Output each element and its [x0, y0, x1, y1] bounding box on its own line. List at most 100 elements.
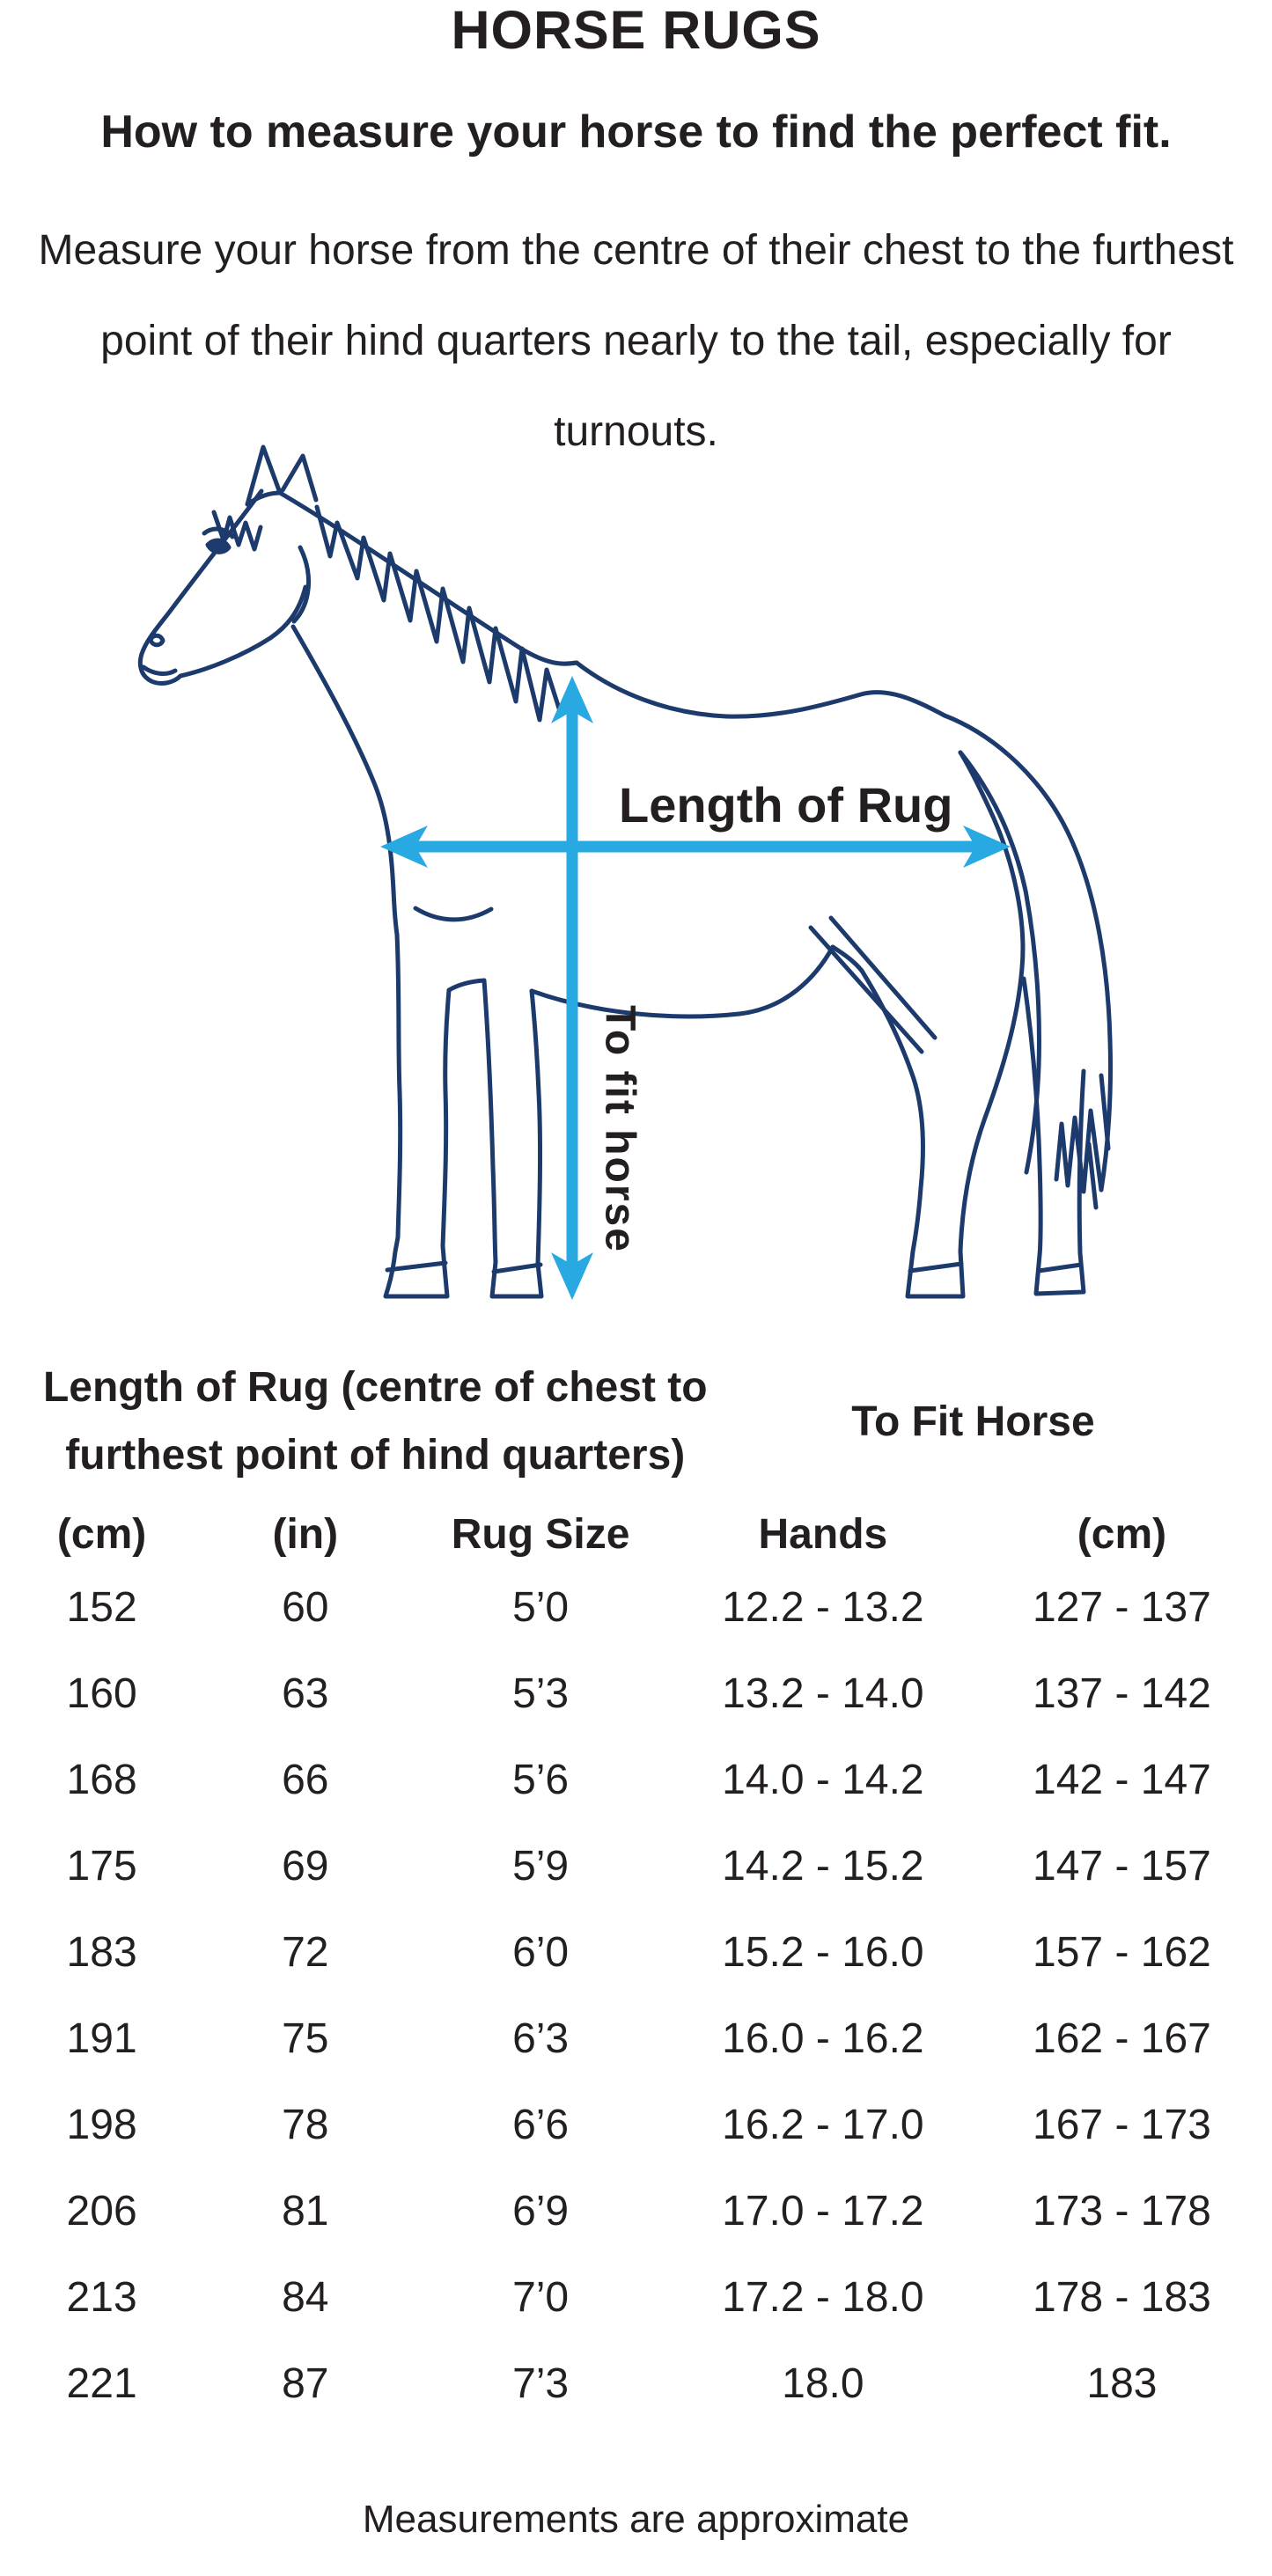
- cell-length-cm: 221: [66, 2360, 137, 2407]
- cell-length-cm: 198: [66, 2102, 137, 2148]
- cell-rug-size: 6’0: [512, 1929, 570, 1976]
- cell-length-cm: 191: [66, 2015, 137, 2062]
- horse-front-coronet-far: [491, 1262, 543, 1274]
- horse-hind-coronet-near: [908, 1261, 964, 1273]
- horse-back: [574, 660, 947, 719]
- horse-front-leg-far: [482, 978, 544, 1299]
- cell-rug-size: 5’9: [512, 1843, 570, 1890]
- horse-diagram-svg: [137, 444, 1113, 1300]
- cell-length-cm: 175: [66, 1843, 137, 1890]
- cell-hands: 18.0: [782, 2360, 864, 2407]
- column-header-hands: Hands: [758, 1511, 888, 1558]
- horse-pectoral-line: [413, 906, 494, 922]
- cell-fit-cm: 183: [1086, 2360, 1158, 2407]
- horse-jowl: [291, 545, 311, 624]
- cell-length-in: 69: [282, 1843, 329, 1890]
- page-title: HORSE RUGS: [451, 0, 821, 60]
- cell-length-cm: 183: [66, 1929, 137, 1976]
- cell-length-in: 63: [282, 1670, 329, 1717]
- horse-ear-back: [280, 453, 319, 503]
- horse-mane: [314, 504, 562, 723]
- cell-length-in: 87: [282, 2360, 329, 2407]
- table-row: 213 84 7’0 17.2 - 18.0 178 - 183: [0, 2255, 1272, 2341]
- cell-hands: 17.0 - 17.2: [722, 2188, 924, 2235]
- cell-fit-cm: 162 - 167: [1033, 2015, 1211, 2062]
- cell-rug-size: 5’0: [512, 1584, 570, 1631]
- page-subtitle: How to measure your horse to find the pe…: [100, 106, 1172, 158]
- cell-fit-cm: 137 - 142: [1033, 1670, 1211, 1717]
- horse-ear-front: [245, 444, 283, 507]
- cell-length-cm: 160: [66, 1670, 137, 1717]
- horse-gaskin-line-2: [828, 915, 937, 1040]
- cell-hands: 14.2 - 15.2: [722, 1843, 924, 1890]
- cell-rug-size: 6’9: [512, 2188, 570, 2235]
- table-column-header-row: (cm) (in) Rug Size Hands (cm): [0, 1505, 1272, 1565]
- table-row: 183 72 6’0 15.2 - 16.0 157 - 162: [0, 1910, 1272, 1996]
- table-row: 160 63 5’3 13.2 - 14.0 137 - 142: [0, 1651, 1272, 1737]
- cell-length-in: 84: [282, 2274, 329, 2321]
- approximate-note: Measurements are approximate: [362, 2498, 910, 2541]
- size-table-body: 152 60 5’0 12.2 - 13.2 127 - 137 160 63 …: [0, 1565, 1272, 2427]
- size-table: Length of Rug (centre of chest to furthe…: [0, 1354, 1272, 2427]
- cell-length-in: 75: [282, 2015, 329, 2062]
- horse-neck-topline: [277, 490, 579, 666]
- horse-tail-outer: [942, 713, 1113, 1193]
- column-header-length-in: (in): [272, 1511, 339, 1558]
- cell-fit-cm: 157 - 162: [1033, 1929, 1211, 1976]
- cell-length-cm: 213: [66, 2274, 137, 2321]
- cell-hands: 15.2 - 16.0: [722, 1929, 924, 1976]
- cell-length-cm: 206: [66, 2188, 137, 2235]
- horse-ear-base: [245, 490, 283, 507]
- horse-tail-strand-1: [1099, 1073, 1111, 1151]
- cell-hands: 17.2 - 18.0: [722, 2274, 924, 2321]
- horse-gaskin-line-1: [808, 925, 924, 1054]
- horse-front-leg-near: [383, 932, 452, 1299]
- horse-tail-fray: [1054, 1108, 1104, 1194]
- table-row: 221 87 7’3 18.0 183: [0, 2341, 1272, 2427]
- cell-hands: 12.2 - 13.2: [722, 1584, 924, 1631]
- horse-flank: [830, 944, 864, 973]
- table-row: 206 81 6’9 17.0 - 17.2 173 - 178: [0, 2169, 1272, 2255]
- fit-arrowhead-top: [551, 676, 593, 723]
- to-fit-horse-label: To fit horse: [596, 1005, 643, 1253]
- length-of-rug-label: Length of Rug: [619, 777, 953, 833]
- horse-outline: [137, 444, 1113, 1299]
- cell-rug-size: 5’3: [512, 1670, 570, 1717]
- horse-front-coronet-near: [385, 1260, 448, 1273]
- cell-length-in: 60: [282, 1584, 329, 1631]
- cell-fit-cm: 167 - 173: [1033, 2102, 1211, 2148]
- cell-length-in: 78: [282, 2102, 329, 2148]
- horse-forelock: [211, 510, 263, 552]
- column-header-fit-cm: (cm): [1077, 1511, 1167, 1558]
- cell-fit-cm: 147 - 157: [1033, 1843, 1211, 1890]
- horse-eye: [205, 538, 232, 554]
- cell-hands: 16.2 - 17.0: [722, 2102, 924, 2148]
- cell-length-in: 72: [282, 1929, 329, 1976]
- cell-length-in: 81: [282, 2188, 329, 2235]
- cell-fit-cm: 173 - 178: [1033, 2188, 1211, 2235]
- table-row: 191 75 6’3 16.0 - 16.2 162 - 167: [0, 1996, 1272, 2082]
- horse-chest: [290, 624, 400, 937]
- group-header-to-fit-horse: To Fit Horse: [851, 1398, 1095, 1445]
- horse-nostril: [148, 633, 165, 648]
- cell-fit-cm: 142 - 147: [1033, 1757, 1211, 1803]
- horse-tail-strand-2: [1086, 1141, 1099, 1210]
- horse-mouth: [141, 664, 178, 676]
- table-row: 168 66 5’6 14.0 - 14.2 142 - 147: [0, 1737, 1272, 1824]
- measurement-arrows: [380, 676, 1011, 1300]
- fit-arrowhead-bottom: [551, 1252, 593, 1300]
- table-row: 175 69 5’9 14.2 - 15.2 147 - 157: [0, 1824, 1272, 1910]
- cell-hands: 13.2 - 14.0: [722, 1670, 924, 1717]
- horse-measurement-diagram: Length of Rug To fit horse: [0, 440, 1272, 1311]
- cell-rug-size: 6’6: [512, 2102, 570, 2148]
- column-header-length-cm: (cm): [56, 1511, 147, 1558]
- horse-head: [137, 488, 308, 686]
- horse-belly: [529, 944, 835, 1019]
- table-row: 152 60 5’0 12.2 - 13.2 127 - 137: [0, 1565, 1272, 1651]
- cell-length-cm: 168: [66, 1757, 137, 1803]
- cell-length-cm: 152: [66, 1584, 137, 1631]
- cell-rug-size: 5’6: [512, 1757, 570, 1803]
- horse-elbow-line: [446, 978, 487, 993]
- length-arrowhead-right: [963, 826, 1011, 868]
